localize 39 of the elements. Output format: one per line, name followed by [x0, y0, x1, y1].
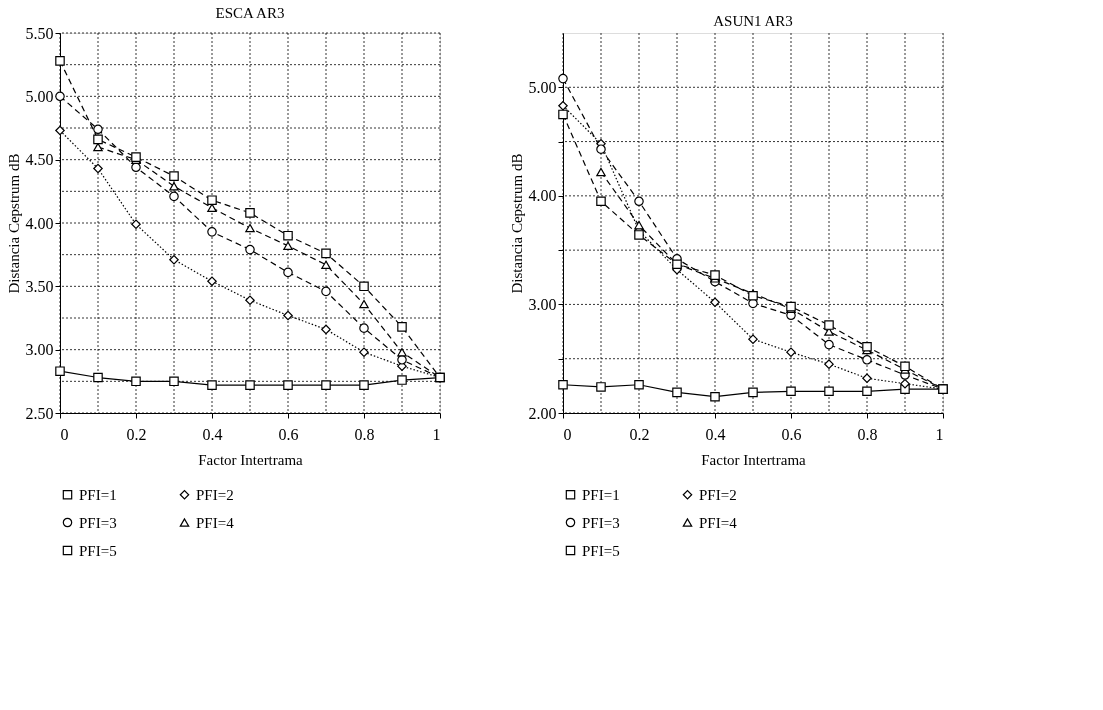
legend-label: PFI=5: [79, 542, 117, 559]
x-axis-title: Factor Intertrama: [198, 451, 304, 468]
y-tick-label: 4.00: [528, 187, 557, 205]
y-tick-label: 4.00: [25, 214, 54, 232]
x-tick-label: 0.8: [354, 425, 375, 443]
x-axis-title: Factor Intertrama: [701, 451, 807, 468]
y-tick-label: 5.00: [528, 78, 557, 96]
x-tick-label: 1: [935, 425, 944, 443]
y-tick-label: 4.50: [25, 151, 54, 169]
x-tick-label: 0.4: [202, 425, 223, 443]
y-tick-label: 3.00: [25, 341, 54, 359]
chart-title: ESCA AR3: [215, 5, 285, 21]
x-tick-label: 1: [432, 425, 441, 443]
legend-label: PFI=5: [582, 542, 620, 559]
legend-label: PFI=3: [582, 514, 620, 531]
legend-label: PFI=4: [699, 514, 738, 531]
y-tick-label: 5.00: [25, 87, 54, 105]
x-tick-label: 0.8: [857, 425, 878, 443]
x-tick-label: 0: [563, 425, 572, 443]
x-tick-label: 0: [60, 425, 69, 443]
legend-label: PFI=1: [79, 486, 117, 503]
x-tick-label: 0.2: [126, 425, 147, 443]
y-axis-title: Distancia Cepstrum dB: [508, 153, 525, 294]
y-axis-title: Distancia Cepstrum dB: [5, 153, 22, 294]
legend-label: PFI=4: [196, 514, 235, 531]
y-tick-label: 2.00: [528, 404, 557, 422]
y-tick-label: 5.50: [25, 24, 54, 42]
x-tick-label: 0.2: [629, 425, 650, 443]
x-tick-label: 0.4: [705, 425, 726, 443]
y-tick-label: 2.50: [25, 404, 54, 422]
legend-label: PFI=3: [79, 514, 117, 531]
legend-label: PFI=2: [699, 486, 737, 503]
chart-title: ASUN1 AR3: [713, 12, 793, 29]
x-tick-label: 0.6: [278, 425, 299, 443]
y-tick-label: 3.00: [528, 295, 557, 313]
legend-label: PFI=2: [196, 486, 234, 503]
y-tick-label: 3.50: [25, 277, 54, 295]
legend-label: PFI=1: [582, 486, 620, 503]
x-tick-label: 0.6: [781, 425, 802, 443]
